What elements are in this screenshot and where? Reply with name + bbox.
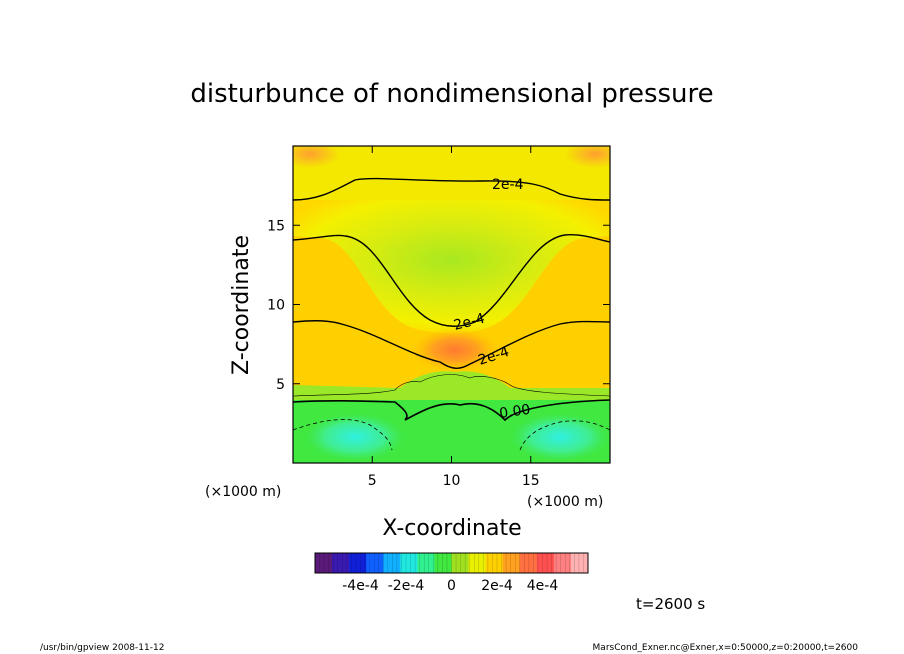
- colorbar-swatch: [332, 553, 350, 573]
- axes: 5 10 15 5 10 15: [267, 146, 610, 489]
- colorbar-swatch: [502, 553, 521, 573]
- y-axis-title: Z-coordinate: [229, 235, 254, 375]
- colorbar-swatch: [434, 553, 452, 573]
- contour-line: [293, 399, 610, 422]
- contour-line-thin: [293, 374, 610, 397]
- x-axis-unit: (×1000 m): [527, 494, 603, 510]
- footer-right: MarsCond_Exner.nc@Exner,x=0:50000,z=0:20…: [593, 643, 859, 653]
- field-upper-lobe: [293, 200, 610, 333]
- colorbar-swatch: [536, 553, 555, 573]
- colorbar-swatch: [417, 553, 435, 573]
- colorbar-swatch: [451, 553, 470, 573]
- colorbar-swatch: [553, 553, 572, 573]
- colorbar-tick-label: 2e-4: [481, 578, 513, 594]
- y-tick-label: 15: [267, 218, 285, 234]
- x-axis-title: X-coordinate: [382, 516, 521, 541]
- contour-label: 2e-4: [492, 177, 524, 193]
- field-corner-right: [565, 146, 610, 168]
- colorbar-swatch: [468, 553, 487, 573]
- x-tick-label: 15: [522, 473, 540, 489]
- x-tick-label: 10: [443, 473, 461, 489]
- colorbar-swatch: [485, 553, 504, 573]
- colorbar-tick-label: 0: [447, 578, 456, 594]
- colorbar-tick-label: -4e-4: [342, 578, 379, 594]
- colorbar-swatch: [400, 553, 418, 573]
- colorbar-swatch: [349, 553, 367, 573]
- contour-line-dashed: [519, 420, 610, 451]
- colorbar-swatch: [383, 553, 401, 573]
- contour-line: [293, 320, 610, 369]
- colorbar-swatch: [570, 553, 589, 573]
- field-cyan-left: [305, 413, 405, 461]
- y-axis-unit: (×1000 m): [205, 484, 281, 500]
- field-top-band: [293, 146, 610, 206]
- x-tick-label: 5: [368, 473, 377, 489]
- field-cyan-right: [510, 413, 610, 461]
- colorbar-tick-label: -2e-4: [388, 578, 425, 594]
- y-tick-label: 5: [276, 377, 285, 393]
- field-corner-left: [293, 146, 340, 168]
- colorbar-swatch: [519, 553, 538, 573]
- heatmap-field: [293, 146, 610, 463]
- footer-left: /usr/bin/gpview 2008-11-12: [40, 643, 164, 653]
- contour-label: 2e-4: [452, 311, 487, 334]
- contour-line: [293, 177, 610, 201]
- colorbar-swatch: [366, 553, 384, 573]
- colorbar: -4e-4 -2e-4 0 2e-4 4e-4: [314, 552, 589, 594]
- time-annotation: t=2600 s: [636, 595, 705, 613]
- contour-line-dashed: [293, 419, 393, 451]
- contour-line: [293, 233, 610, 327]
- contour-label: 0.00: [498, 402, 531, 422]
- colorbar-swatch: [315, 553, 333, 573]
- colorbar-frame: [314, 552, 589, 574]
- colorbar-tick-label: 4e-4: [527, 578, 559, 594]
- y-tick-label: 10: [267, 298, 285, 314]
- chart-title: disturbunce of nondimensional pressure: [190, 79, 713, 109]
